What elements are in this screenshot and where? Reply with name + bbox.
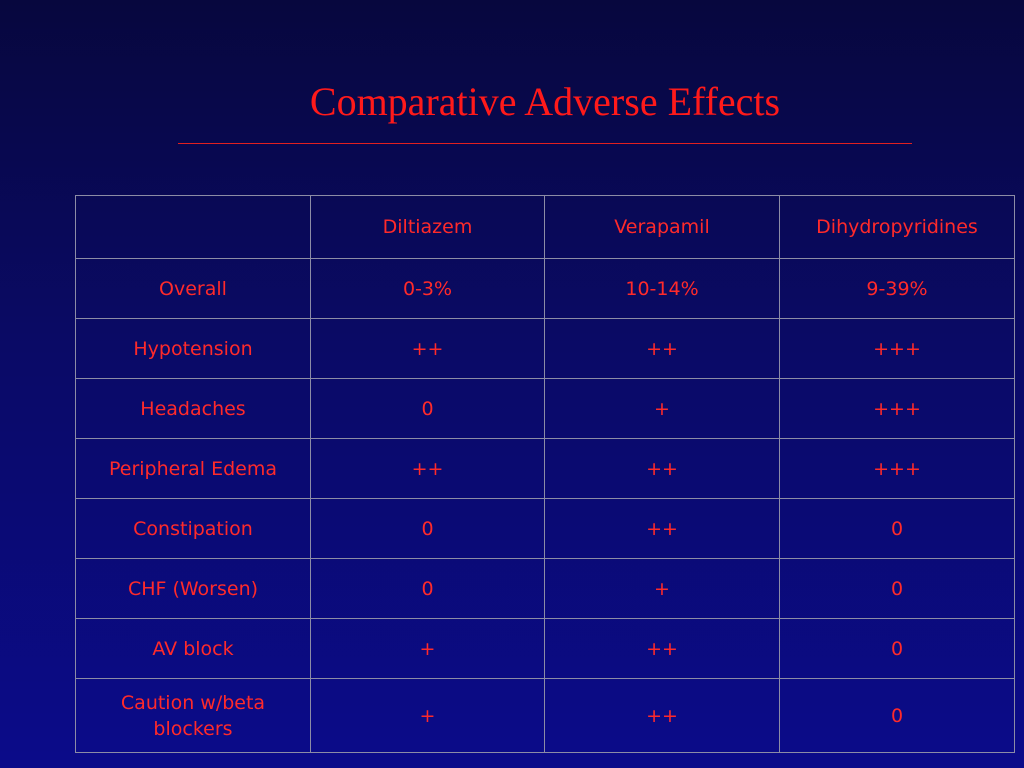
table-cell: 0 — [779, 498, 1015, 559]
table-cell: 0 — [779, 558, 1015, 619]
table-cell: 0 — [310, 498, 545, 559]
table-cell: 0 — [779, 618, 1015, 679]
table-cell: + — [544, 558, 780, 619]
table-row: Constipation 0 ++ 0 — [75, 498, 1015, 559]
table-cell: ++ — [544, 498, 780, 559]
row-label: Headaches — [75, 378, 311, 439]
table-cell: ++ — [310, 318, 545, 379]
table-cell: ++ — [310, 438, 545, 499]
table-header-row: Diltiazem Verapamil Dihydropyridines — [75, 195, 1015, 259]
table-cell: + — [310, 618, 545, 679]
table-cell: ++ — [544, 438, 780, 499]
table-cell: 0 — [310, 378, 545, 439]
table-row: Hypotension ++ ++ +++ — [75, 318, 1015, 379]
adverse-effects-table: Diltiazem Verapamil Dihydropyridines Ove… — [75, 195, 1015, 753]
header-dihydropyridines: Dihydropyridines — [779, 195, 1015, 259]
title-underline — [178, 143, 912, 144]
row-label: CHF (Worsen) — [75, 558, 311, 619]
table-cell: +++ — [779, 438, 1015, 499]
table-cell: +++ — [779, 318, 1015, 379]
table-cell: 10-14% — [544, 258, 780, 319]
table-cell: ++ — [544, 678, 780, 753]
header-empty-cell — [75, 195, 311, 259]
row-label: Caution w/beta blockers — [75, 678, 311, 753]
table-cell: ++ — [544, 318, 780, 379]
table-cell: 0-3% — [310, 258, 545, 319]
table-cell: + — [310, 678, 545, 753]
table-row: Caution w/beta blockers + ++ 0 — [75, 678, 1015, 753]
slide-title: Comparative Adverse Effects — [309, 79, 781, 124]
table-cell: +++ — [779, 378, 1015, 439]
table-cell: 0 — [310, 558, 545, 619]
table-cell: ++ — [544, 618, 780, 679]
table-row: AV block + ++ 0 — [75, 618, 1015, 679]
table-cell: 9-39% — [779, 258, 1015, 319]
row-label: Constipation — [75, 498, 311, 559]
table-row: Headaches 0 + +++ — [75, 378, 1015, 439]
row-label: Overall — [75, 258, 311, 319]
table-row: Peripheral Edema ++ ++ +++ — [75, 438, 1015, 499]
row-label: AV block — [75, 618, 311, 679]
table-cell: + — [544, 378, 780, 439]
table-row: CHF (Worsen) 0 + 0 — [75, 558, 1015, 619]
table-cell: 0 — [779, 678, 1015, 753]
row-label: Hypotension — [75, 318, 311, 379]
table-row: Overall 0-3% 10-14% 9-39% — [75, 258, 1015, 319]
header-diltiazem: Diltiazem — [310, 195, 545, 259]
row-label: Peripheral Edema — [75, 438, 311, 499]
header-verapamil: Verapamil — [544, 195, 780, 259]
